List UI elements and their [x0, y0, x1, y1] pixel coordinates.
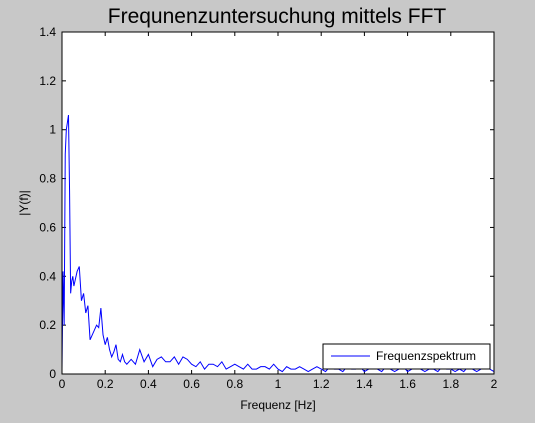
y-axis-label: |Y(f)|: [17, 190, 31, 216]
chart-title: Frequnenzuntersuchung mittels FFT: [108, 5, 447, 28]
legend-label: Frequenzspektrum: [376, 349, 476, 363]
x-tick-label: 0.2: [97, 377, 114, 391]
x-tick-label: 1.8: [442, 377, 459, 391]
y-tick-label: 0: [49, 367, 56, 381]
y-tick-label: 0.6: [39, 220, 56, 234]
plot-area: [62, 32, 494, 374]
plot-frame: [61, 31, 495, 375]
x-tick-label: 0.4: [140, 377, 157, 391]
y-tick-label: 1: [49, 123, 56, 137]
x-axis-ticks: 0 0.2 0.4 0.6 0.8 1 1.2 1.4 1.6 1.8 2: [59, 32, 498, 391]
y-tick-label: 0.2: [39, 318, 56, 332]
x-axis-label: Frequenz [Hz]: [240, 398, 315, 412]
x-tick-label: 2: [491, 377, 498, 391]
x-tick-label: 0.6: [183, 377, 200, 391]
legend: Frequenzspektrum: [322, 343, 491, 370]
y-tick-label: 1.2: [39, 74, 56, 88]
x-tick-label: 0: [59, 377, 66, 391]
x-tick-label: 1: [275, 377, 282, 391]
x-tick-label: 1.6: [399, 377, 416, 391]
y-tick-label: 0.4: [39, 269, 56, 283]
y-tick-label: 0.8: [39, 172, 56, 186]
x-tick-label: 0.8: [226, 377, 243, 391]
series-layer: [61, 114, 495, 373]
x-tick-label: 1.2: [313, 377, 330, 391]
x-tick-label: 1.4: [356, 377, 373, 391]
series-line-frequenzspektrum: [61, 114, 495, 373]
y-tick-label: 1.4: [39, 25, 56, 39]
